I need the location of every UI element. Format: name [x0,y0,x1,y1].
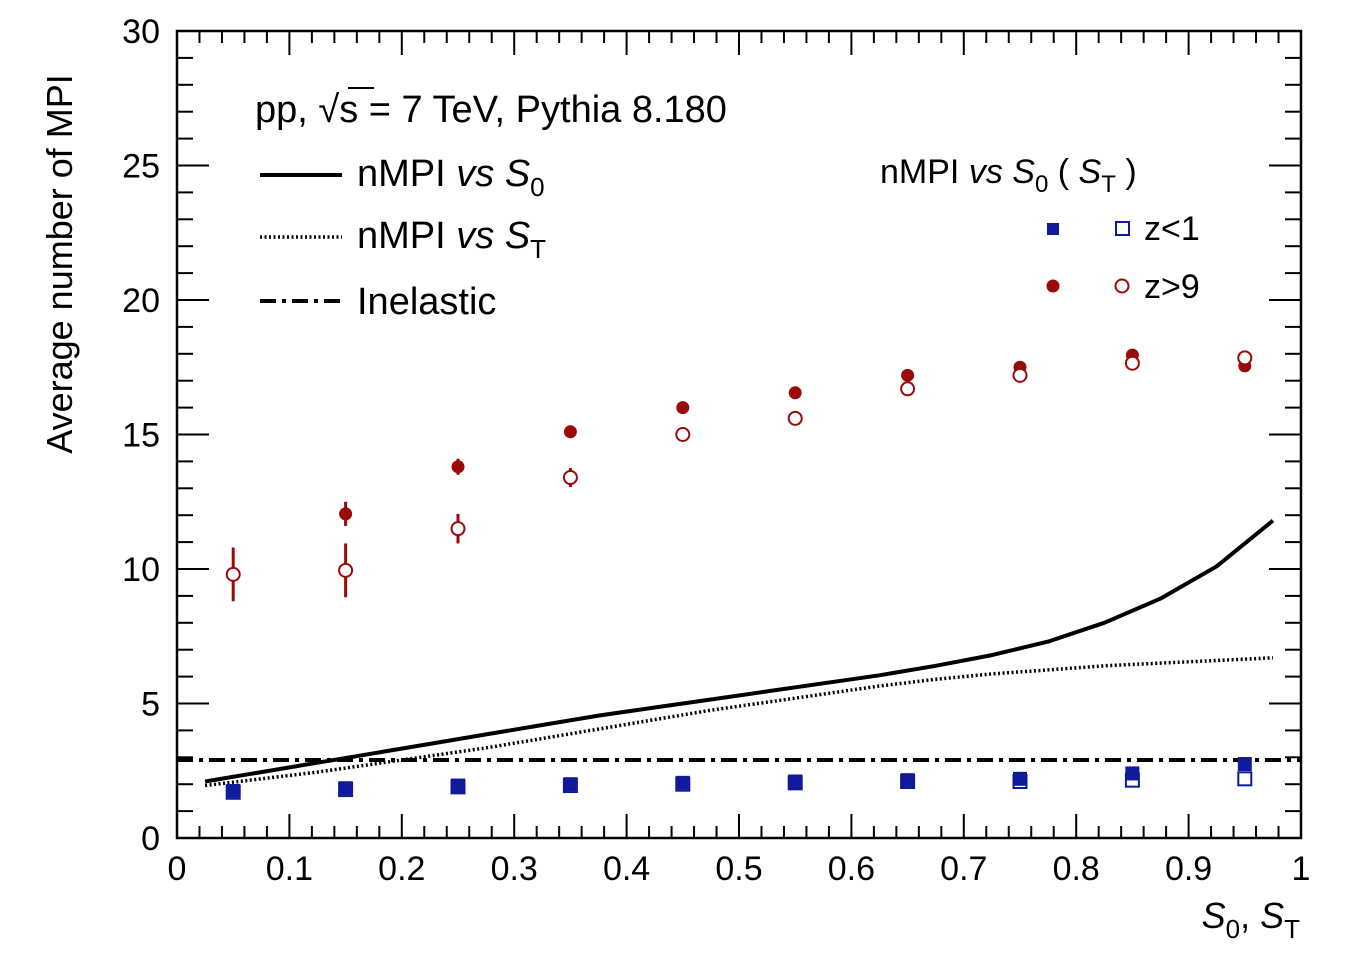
marker-square-filled [675,775,690,790]
x-tick-label: 0.7 [940,850,987,888]
marker-square-filled [1237,757,1252,772]
y-tick-label: 30 [122,13,160,51]
marker-circle-filled [676,401,690,415]
y-tick-label: 5 [141,686,160,724]
x-axis-label: S0, ST [1202,895,1301,944]
legend-marker-circle-filled [1046,279,1060,293]
y-tick-label: 20 [122,282,160,320]
y-tick-label: 10 [122,551,160,589]
legend-marker-square-open [1115,221,1130,236]
legend-marker-square-filled [1047,223,1059,235]
x-tick-label: 0.8 [1053,850,1100,888]
y-tick-label: 0 [141,820,160,858]
legend-label-dotted: nMPI vs ST [357,215,546,264]
legend-label-dashdot: Inelastic [357,281,496,323]
x-tick-label: 0.6 [828,850,875,888]
marker-circle-open [1012,367,1028,383]
marker-circle-filled [901,368,915,382]
marker-square-open [1237,771,1253,787]
marker-circle-open [1237,350,1253,366]
marker-circle-open [787,410,803,426]
y-tick-label: 25 [122,148,160,186]
marker-circle-filled [788,386,802,400]
plot-frame [175,29,1303,840]
marker-circle-open [450,521,466,537]
title-text: pp, √s = 7 TeV, Pythia 8.180 [255,89,727,131]
marker-circle-filled [339,507,353,521]
legend-label-z-gt-9: z>9 [1144,268,1200,306]
chart-title: pp, √s = 7 TeV, Pythia 8.180 [255,87,727,131]
legend-entry-dashdot: Inelastic [260,281,496,323]
curve-nmpi-vs-st [204,656,1273,788]
x-tick-label: 0.3 [491,850,538,888]
marker-square-open [450,779,466,795]
marker-square-open [675,776,691,792]
marker-square-open [562,778,578,794]
marker-square-filled [563,777,578,792]
marker-circle-filled [563,425,577,439]
y-tick-label: 15 [122,417,160,455]
marker-square-open [1124,772,1140,788]
marker-circle-open [225,566,241,582]
x-tick-label: 0.5 [715,850,762,888]
marker-circle-open [675,427,691,442]
legend-left: nMPI vs S0 nMPI vs ST Inelastic [260,153,546,323]
y-axis-label: Average number of MPI [39,74,80,454]
marker-square-filled [788,774,803,789]
marker-square-filled [900,773,915,788]
legend-right-header: nMPI vs S0 ( ST ) [880,153,1137,198]
curve-nmpi-vs-s0 [204,519,1275,784]
marker-square-open [338,782,354,798]
legend-entry-dotted: nMPI vs ST [260,215,546,264]
marker-circle-open [338,562,354,578]
marker-square-filled [338,781,353,796]
marker-circle-open [1124,355,1140,371]
legend-right: nMPI vs S0 ( ST ) z<1 z>9 [880,153,1200,306]
x-tick-label: 0.2 [378,850,425,888]
marker-square-filled [226,783,241,798]
legend-entry-z-lt-1: z<1 [1047,210,1200,248]
marker-square-filled [1013,771,1027,786]
marker-square-open [1012,774,1028,790]
curves [177,519,1301,788]
sqrt-radicand: s [339,89,358,131]
marker-circle-open [900,381,916,397]
marker-circle-open [562,470,578,486]
legend-entry-solid: nMPI vs S0 [260,153,545,202]
marker-circle-filled [451,460,465,474]
legend-label-z-lt-1: z<1 [1144,210,1200,248]
x-tick-label: 0.1 [266,850,313,888]
x-tick-label: 1 [1292,850,1311,888]
marker-square-open [787,775,803,791]
marker-square-open [900,774,916,790]
legend-marker-circle-open [1114,278,1130,294]
data-points [225,348,1253,800]
x-tick-label: 0 [168,850,187,888]
marker-square-open [225,784,241,800]
legend-entry-z-gt-9: z>9 [1046,268,1200,306]
x-tick-label: 0.9 [1165,850,1212,888]
marker-square-filled [451,778,465,793]
legend-label-solid: nMPI vs S0 [357,153,545,202]
tick-labels: 0 0.1 0.2 0.3 0.4 0.5 0.6 0.7 0.8 0.9 105101520253… [122,13,1310,888]
x-tick-label: 0.4 [603,850,650,888]
